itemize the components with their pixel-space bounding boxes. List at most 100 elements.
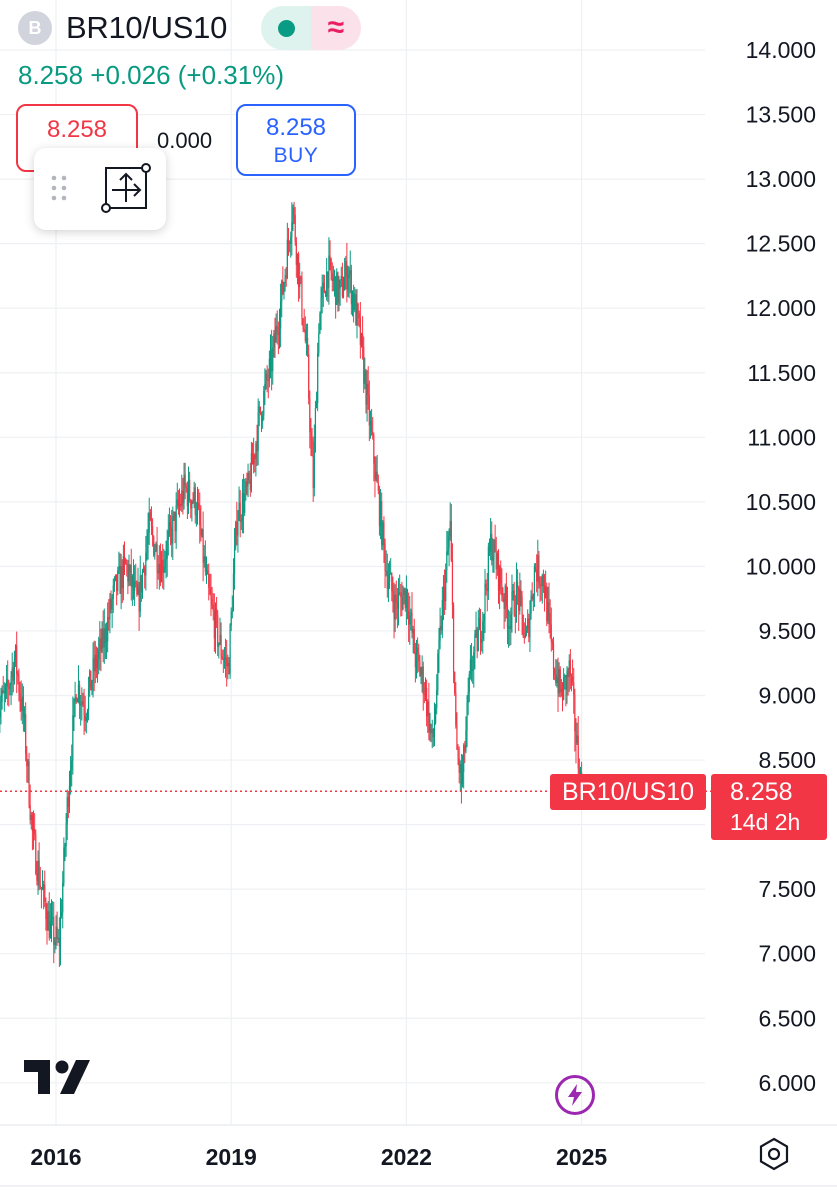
candle-body (256, 443, 258, 452)
candle-body (30, 814, 32, 820)
candle-body (55, 926, 57, 942)
buy-label: BUY (273, 144, 319, 167)
candle-body (35, 834, 37, 874)
candle-body (249, 480, 251, 490)
candle-body (486, 588, 488, 591)
candle-body (125, 559, 127, 564)
candle-body (397, 593, 400, 609)
candle-body (95, 654, 98, 668)
candle-body (112, 585, 114, 599)
lightning-icon[interactable] (555, 1075, 595, 1115)
y-tick-label: 6.500 (758, 1005, 816, 1031)
candle-body (564, 675, 566, 678)
candle-body (144, 567, 146, 576)
candle-body (415, 647, 418, 668)
candle-body (362, 333, 364, 347)
candle-body (532, 594, 534, 600)
candle-body (57, 937, 59, 939)
candle-body (533, 566, 536, 595)
candle-body (194, 487, 196, 515)
candle-body (174, 512, 176, 532)
candle-body (196, 503, 199, 515)
candle-body (93, 658, 95, 672)
candle-body (383, 522, 385, 544)
floating-drawing-toolbar[interactable] (34, 148, 166, 230)
candle-body (278, 328, 281, 335)
grip-dots-icon[interactable] (51, 175, 67, 201)
candle-body (442, 586, 445, 600)
y-tick-label: 11.500 (747, 360, 816, 386)
candle-body (360, 333, 363, 345)
candle-body (275, 326, 277, 343)
candle-body (457, 749, 459, 759)
candle-body (450, 520, 452, 561)
candle-body (39, 885, 41, 888)
candle-body (281, 280, 283, 302)
candle-body (241, 493, 244, 521)
candle-body (113, 578, 115, 586)
candle-body (493, 539, 495, 558)
candle-body (394, 594, 396, 620)
buy-price: 8.258 (265, 114, 327, 141)
candle-body (58, 937, 60, 947)
candle-body (363, 346, 365, 384)
candle-body (72, 715, 74, 761)
candle-body (451, 560, 454, 605)
candle-body (163, 566, 165, 574)
candle-body (554, 669, 556, 675)
candle-body (186, 488, 188, 506)
candle-body (104, 628, 107, 643)
candle-body (284, 275, 286, 284)
candle-body (20, 699, 22, 712)
candle-body (576, 735, 578, 744)
candle-body (484, 583, 486, 614)
candle-body (28, 761, 30, 806)
candle-body (191, 501, 193, 509)
candle-body (137, 587, 139, 595)
candle-body (577, 735, 579, 769)
candle-body (545, 586, 547, 598)
candle-body (209, 587, 211, 595)
symbol-name[interactable]: BR10/US10 (66, 10, 228, 45)
y-tick-label: 10.500 (746, 489, 816, 515)
candle-body (468, 673, 470, 692)
candle-body (222, 658, 224, 660)
buy-button[interactable]: 8.258 BUY (236, 104, 356, 176)
candle-body (364, 370, 366, 384)
candle-body (511, 592, 513, 615)
symbol-logo: B (18, 11, 52, 45)
candle-body (376, 471, 378, 483)
candle-body (385, 570, 387, 572)
symbol-header[interactable]: B BR10/US10 ≈ (18, 6, 362, 50)
candle-body (382, 522, 384, 546)
last-price-tag-value: 8.258 (730, 778, 793, 806)
candle-body (134, 581, 136, 591)
candle-body (522, 614, 524, 637)
candle-body (217, 615, 219, 647)
candle-body (23, 714, 26, 718)
candle-body (475, 629, 477, 635)
candle-body (299, 276, 301, 287)
candle-body (285, 275, 287, 279)
candle-body (512, 590, 514, 593)
market-status-pill[interactable]: ≈ (261, 6, 362, 50)
candle-body (392, 591, 394, 603)
candle-body (308, 353, 310, 399)
candle-body (541, 575, 543, 587)
candle-body (34, 828, 36, 835)
candle-body (283, 283, 285, 294)
candle-body (495, 552, 497, 570)
candle-body (149, 512, 151, 520)
candle-body (455, 693, 457, 726)
y-tick-label: 6.000 (758, 1070, 816, 1096)
candle-body (359, 318, 361, 345)
candle-body (153, 536, 155, 556)
candle-body (224, 657, 227, 659)
settings-gear-icon[interactable] (757, 1137, 791, 1171)
candle-body (558, 669, 560, 694)
measure-tool-icon[interactable] (101, 163, 151, 213)
candle-body (101, 628, 103, 652)
candle-body (317, 352, 319, 404)
candle-body (251, 453, 254, 465)
